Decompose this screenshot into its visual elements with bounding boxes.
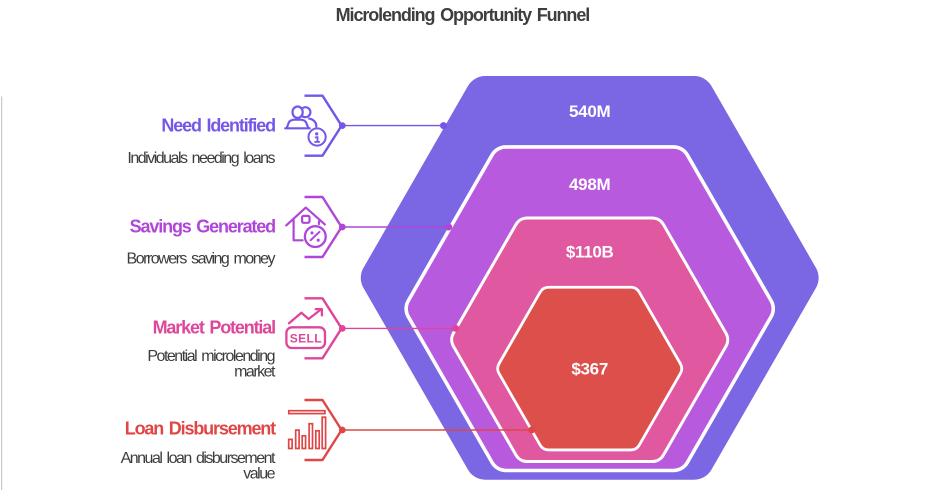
svg-text:$110B: $110B xyxy=(566,243,614,262)
svg-text:SELL: SELL xyxy=(290,332,322,346)
svg-text:Need Identified: Need Identified xyxy=(161,116,275,136)
svg-text:Potential microlending: Potential microlending xyxy=(147,348,274,365)
svg-text:Microlending Opportunity Funne: Microlending Opportunity Funnel xyxy=(336,5,590,25)
svg-text:540M: 540M xyxy=(569,102,610,121)
svg-text:Market Potential: Market Potential xyxy=(153,317,276,337)
svg-text:value: value xyxy=(243,466,275,483)
svg-text:Annual loan disbursement: Annual loan disbursement xyxy=(121,450,276,467)
svg-text:market: market xyxy=(234,364,276,381)
svg-text:Loan Disbursement: Loan Disbursement xyxy=(125,418,276,438)
svg-text:$367: $367 xyxy=(571,360,608,379)
svg-text:Savings Generated: Savings Generated xyxy=(130,216,275,236)
svg-text:498M: 498M xyxy=(569,175,610,194)
svg-text:Individuals needing loans: Individuals needing loans xyxy=(127,150,275,167)
svg-text:Borrowers saving money: Borrowers saving money xyxy=(127,251,276,268)
